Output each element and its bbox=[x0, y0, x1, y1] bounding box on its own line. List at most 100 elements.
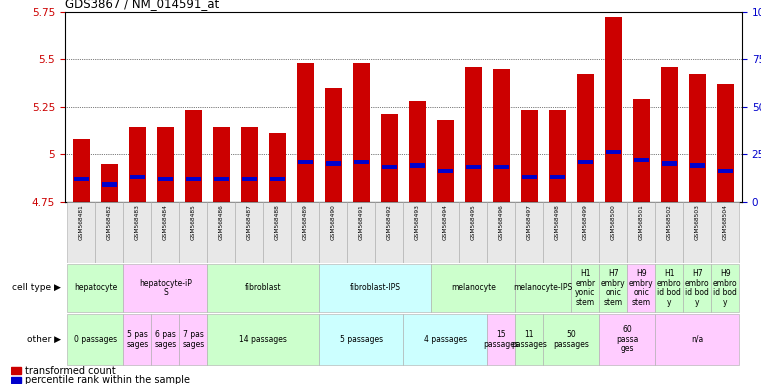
Text: GSM568502: GSM568502 bbox=[667, 204, 672, 240]
Bar bbox=[712, 202, 739, 263]
Bar bbox=[431, 264, 515, 312]
Bar bbox=[572, 202, 599, 263]
Bar bbox=[74, 177, 89, 181]
Bar bbox=[208, 264, 320, 312]
Bar bbox=[543, 202, 572, 263]
Text: 5 pas
sages: 5 pas sages bbox=[126, 330, 148, 349]
Bar bbox=[354, 160, 369, 164]
Bar bbox=[151, 202, 180, 263]
Text: GSM568495: GSM568495 bbox=[471, 204, 476, 240]
Text: 14 passages: 14 passages bbox=[240, 335, 288, 344]
Text: GSM568496: GSM568496 bbox=[498, 204, 504, 240]
Bar bbox=[347, 202, 375, 263]
Bar bbox=[627, 264, 655, 312]
Bar bbox=[180, 202, 208, 263]
Bar bbox=[403, 202, 431, 263]
Text: hepatocyte-iP
S: hepatocyte-iP S bbox=[139, 279, 192, 297]
Text: 60
passa
ges: 60 passa ges bbox=[616, 325, 638, 353]
Text: transformed count: transformed count bbox=[24, 366, 116, 376]
Bar bbox=[68, 314, 123, 364]
Bar bbox=[605, 17, 622, 202]
Bar bbox=[409, 164, 425, 167]
Bar bbox=[599, 314, 655, 364]
Bar bbox=[326, 162, 341, 166]
Bar bbox=[11, 377, 21, 383]
Bar bbox=[270, 177, 285, 181]
Bar bbox=[403, 314, 487, 364]
Bar bbox=[123, 264, 208, 312]
Text: melanocyte: melanocyte bbox=[451, 283, 495, 293]
Text: percentile rank within the sample: percentile rank within the sample bbox=[24, 375, 189, 384]
Bar bbox=[208, 202, 235, 263]
Text: GSM568481: GSM568481 bbox=[79, 204, 84, 240]
Bar bbox=[493, 68, 510, 202]
Bar bbox=[375, 202, 403, 263]
Text: GSM568498: GSM568498 bbox=[555, 204, 560, 240]
Bar bbox=[487, 314, 515, 364]
Bar bbox=[655, 202, 683, 263]
Bar bbox=[123, 202, 151, 263]
Bar bbox=[661, 67, 677, 202]
Text: 4 passages: 4 passages bbox=[424, 335, 466, 344]
Bar bbox=[661, 162, 677, 166]
Bar bbox=[466, 165, 481, 169]
Text: GSM568494: GSM568494 bbox=[443, 204, 447, 240]
Text: H9
embry
onic
stem: H9 embry onic stem bbox=[629, 269, 654, 307]
Bar bbox=[68, 264, 123, 312]
Text: GSM568492: GSM568492 bbox=[387, 204, 392, 240]
Text: GSM568493: GSM568493 bbox=[415, 204, 420, 240]
Bar bbox=[68, 202, 95, 263]
Bar bbox=[320, 264, 431, 312]
Bar bbox=[101, 164, 118, 202]
Text: fibroblast: fibroblast bbox=[245, 283, 282, 293]
Bar bbox=[549, 110, 565, 202]
Bar bbox=[655, 314, 739, 364]
Bar bbox=[298, 160, 313, 164]
Text: GSM568484: GSM568484 bbox=[163, 204, 168, 240]
Bar bbox=[577, 74, 594, 202]
Bar bbox=[73, 139, 90, 202]
Bar bbox=[297, 63, 314, 202]
Bar bbox=[683, 264, 712, 312]
Bar bbox=[683, 202, 712, 263]
Text: GSM568488: GSM568488 bbox=[275, 204, 280, 240]
Bar bbox=[269, 133, 286, 202]
Text: GSM568483: GSM568483 bbox=[135, 204, 140, 240]
Text: 5 passages: 5 passages bbox=[340, 335, 383, 344]
Bar bbox=[241, 127, 258, 202]
Text: n/a: n/a bbox=[691, 335, 703, 344]
Text: GDS3867 / NM_014591_at: GDS3867 / NM_014591_at bbox=[65, 0, 219, 10]
Bar bbox=[599, 202, 627, 263]
Bar bbox=[208, 314, 320, 364]
Bar bbox=[717, 84, 734, 202]
Bar bbox=[102, 182, 117, 187]
Text: GSM568500: GSM568500 bbox=[611, 204, 616, 240]
Bar bbox=[353, 63, 370, 202]
Bar bbox=[129, 127, 146, 202]
Text: GSM568489: GSM568489 bbox=[303, 204, 308, 240]
Text: GSM568486: GSM568486 bbox=[219, 204, 224, 240]
Text: GSM568490: GSM568490 bbox=[331, 204, 336, 240]
Bar bbox=[460, 202, 487, 263]
Text: 6 pas
sages: 6 pas sages bbox=[154, 330, 177, 349]
Bar bbox=[431, 202, 460, 263]
Bar bbox=[235, 202, 263, 263]
Text: 11
passages: 11 passages bbox=[511, 330, 547, 349]
Text: GSM568497: GSM568497 bbox=[527, 204, 532, 240]
Bar bbox=[606, 150, 621, 154]
Bar bbox=[655, 264, 683, 312]
Bar bbox=[689, 74, 705, 202]
Text: GSM568491: GSM568491 bbox=[359, 204, 364, 240]
Text: H1
embr
yonic
stem: H1 embr yonic stem bbox=[575, 269, 595, 307]
Bar bbox=[320, 202, 347, 263]
Bar bbox=[543, 314, 599, 364]
Bar bbox=[515, 264, 572, 312]
Bar bbox=[718, 169, 733, 173]
Bar bbox=[438, 169, 453, 173]
Text: 15
passages: 15 passages bbox=[483, 330, 519, 349]
Bar bbox=[689, 164, 705, 167]
Bar bbox=[521, 110, 538, 202]
Bar bbox=[634, 158, 649, 162]
Bar bbox=[465, 67, 482, 202]
Bar bbox=[382, 165, 397, 169]
